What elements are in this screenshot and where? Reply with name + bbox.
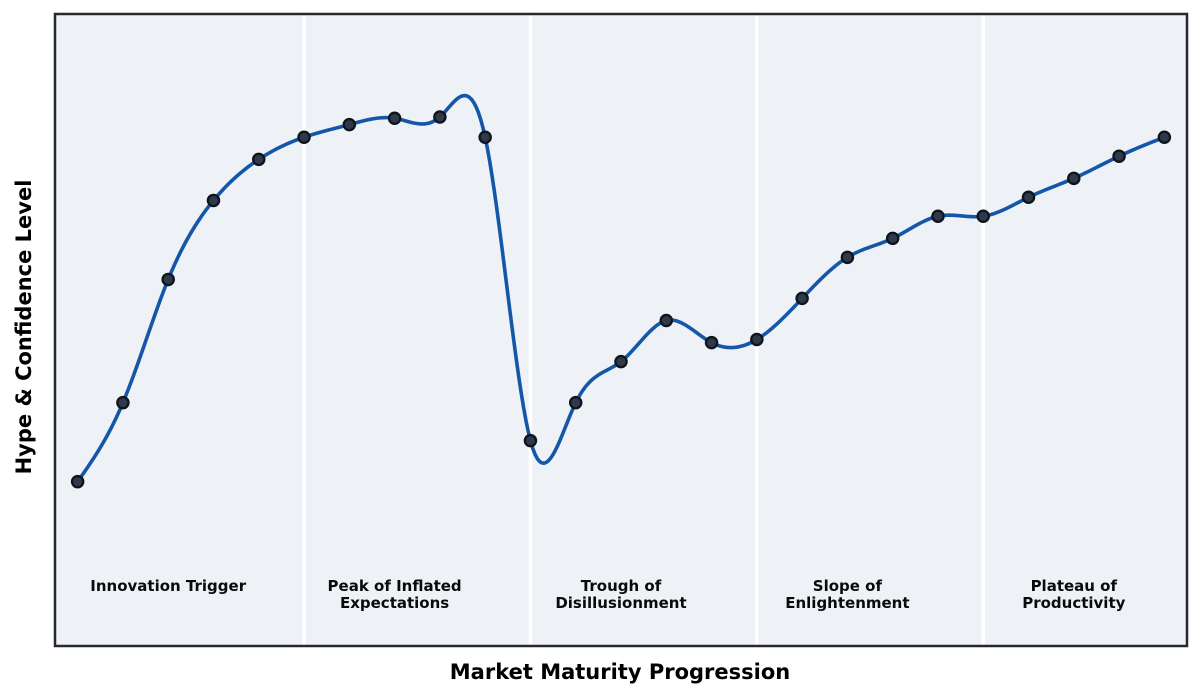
data-point — [116, 395, 130, 410]
data-point — [1021, 190, 1036, 205]
phase-label-5: Plateau of Productivity — [1022, 577, 1126, 612]
x-axis-label: Market Maturity Progression — [449, 660, 791, 684]
data-point — [70, 474, 85, 489]
data-point — [161, 272, 175, 287]
data-point — [840, 250, 855, 265]
data-point — [931, 209, 945, 223]
data-point — [387, 111, 402, 126]
data-point — [1157, 130, 1172, 144]
phase-label-3: Trough of Disillusionment — [555, 577, 687, 612]
data-point — [1112, 149, 1126, 163]
plot-border — [53, 12, 1189, 648]
data-point — [523, 433, 538, 448]
data-point — [342, 117, 357, 132]
plot-area — [55, 14, 1187, 646]
data-point — [568, 395, 583, 410]
phase-label-4: Slope of Enlightenment — [785, 577, 910, 612]
data-point — [433, 110, 447, 124]
phase-label-2: Peak of Inflated Expectations — [327, 577, 462, 612]
data-point — [252, 152, 266, 167]
data-point — [976, 209, 990, 223]
data-point — [750, 332, 764, 347]
data-point — [659, 313, 674, 328]
data-point — [885, 231, 900, 246]
data-point — [478, 130, 492, 144]
data-point — [297, 130, 311, 144]
data-point — [704, 335, 719, 350]
data-point — [614, 354, 628, 369]
data-point — [1067, 171, 1081, 186]
data-point — [206, 193, 221, 208]
y-axis-label: Hype & Confidence Level — [12, 179, 36, 475]
phase-label-1: Innovation Trigger — [90, 577, 247, 595]
data-point — [795, 291, 809, 306]
